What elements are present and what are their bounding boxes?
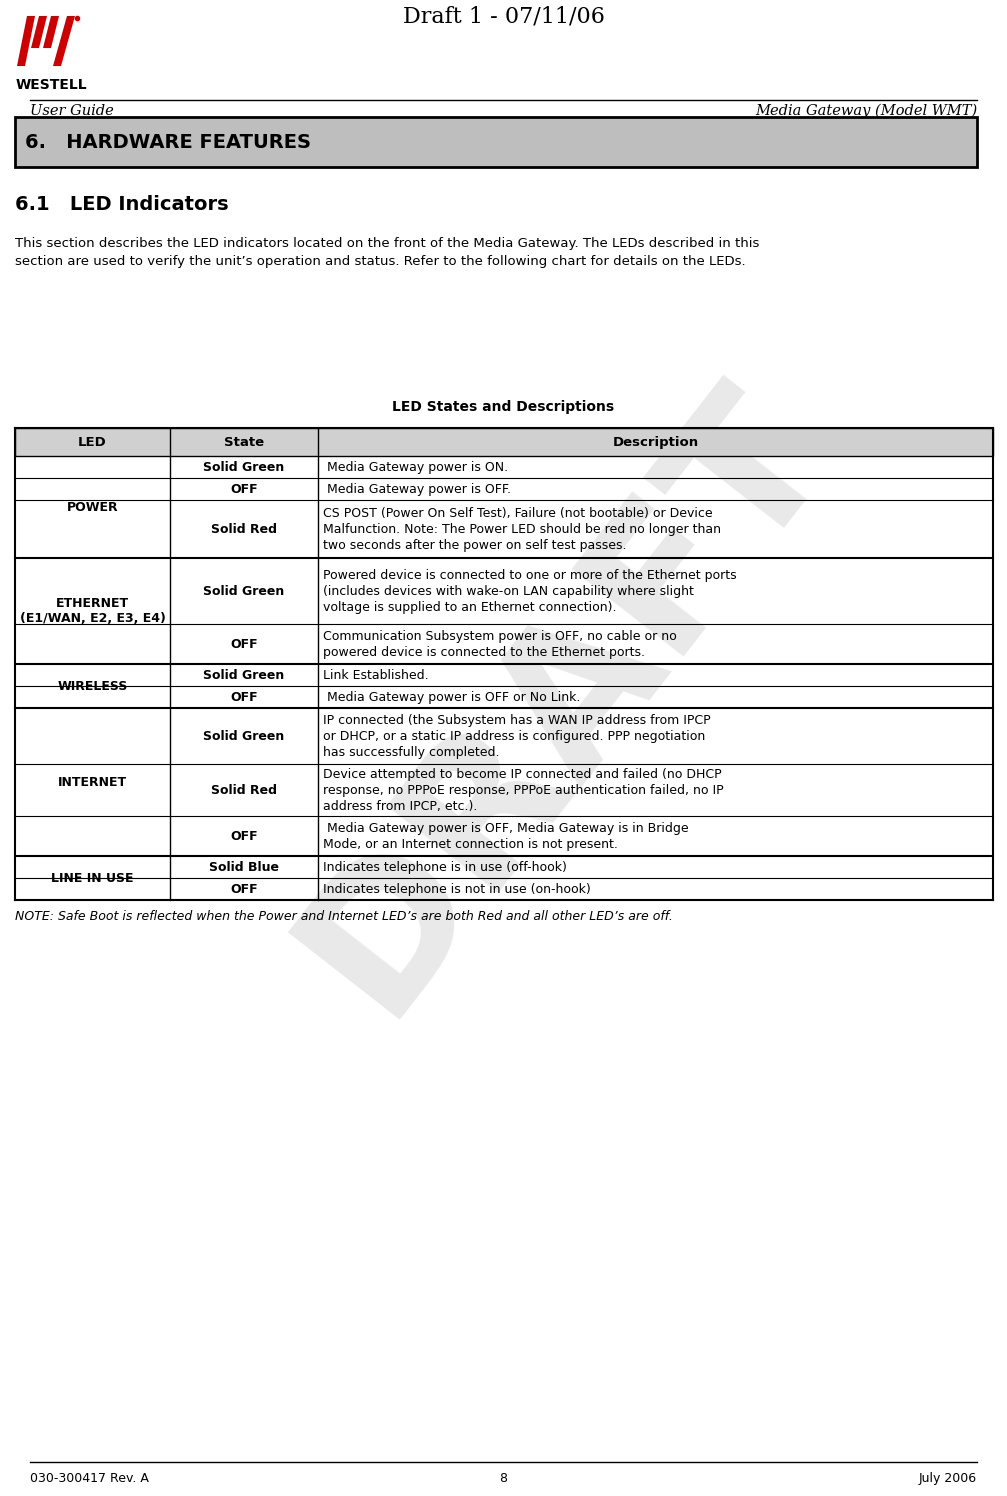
- Text: Media Gateway power is OFF.: Media Gateway power is OFF.: [323, 483, 511, 495]
- Text: This section describes the LED indicators located on the front of the Media Gate: This section describes the LED indicator…: [15, 236, 759, 250]
- Text: Media Gateway power is OFF, Media Gateway is in Bridge
Mode, or an Internet conn: Media Gateway power is OFF, Media Gatewa…: [323, 821, 689, 851]
- Text: Description: Description: [612, 435, 699, 449]
- Bar: [15, 428, 993, 456]
- Text: Solid Green: Solid Green: [203, 461, 285, 474]
- Text: Solid Green: Solid Green: [203, 585, 285, 597]
- Text: POWER: POWER: [66, 501, 118, 513]
- Text: Media Gateway power is OFF or No Link.: Media Gateway power is OFF or No Link.: [323, 691, 580, 703]
- Polygon shape: [17, 16, 35, 66]
- Text: Indicates telephone is not in use (on-hook): Indicates telephone is not in use (on-ho…: [323, 883, 591, 896]
- Text: DRAFT: DRAFT: [266, 356, 861, 1044]
- Text: Solid Green: Solid Green: [203, 669, 285, 682]
- Text: OFF: OFF: [231, 829, 258, 842]
- Text: Communication Subsystem power is OFF, no cable or no
powered device is connected: Communication Subsystem power is OFF, no…: [323, 630, 677, 658]
- Text: Solid Red: Solid Red: [211, 522, 277, 536]
- Text: Device attempted to become IP connected and failed (no DHCP
response, no PPPoE r: Device attempted to become IP connected …: [323, 767, 724, 812]
- Text: Powered device is connected to one or more of the Ethernet ports
(includes devic: Powered device is connected to one or mo…: [323, 568, 737, 613]
- Text: ETHERNET
(E1/WAN, E2, E3, E4): ETHERNET (E1/WAN, E2, E3, E4): [19, 597, 165, 625]
- Text: section are used to verify the unit’s operation and status. Refer to the followi: section are used to verify the unit’s op…: [15, 254, 745, 268]
- Polygon shape: [53, 16, 75, 66]
- Text: OFF: OFF: [231, 483, 258, 495]
- Polygon shape: [43, 16, 59, 48]
- Text: IP connected (the Subsystem has a WAN IP address from IPCP
or DHCP, or a static : IP connected (the Subsystem has a WAN IP…: [323, 714, 711, 758]
- Text: CS POST (Power On Self Test), Failure (not bootable) or Device
Malfunction. Note: CS POST (Power On Self Test), Failure (n…: [323, 507, 721, 552]
- Bar: [15, 117, 977, 168]
- Text: Media Gateway power is ON.: Media Gateway power is ON.: [323, 461, 509, 474]
- Text: 8: 8: [499, 1472, 508, 1486]
- Text: OFF: OFF: [231, 691, 258, 703]
- Text: Solid Red: Solid Red: [211, 784, 277, 796]
- Text: 030-300417 Rev. A: 030-300417 Rev. A: [30, 1472, 149, 1486]
- Text: Draft 1 - 07/11/06: Draft 1 - 07/11/06: [403, 4, 604, 27]
- Text: LED States and Descriptions: LED States and Descriptions: [393, 399, 614, 414]
- Text: 6.1   LED Indicators: 6.1 LED Indicators: [15, 194, 229, 214]
- Text: User Guide: User Guide: [30, 105, 114, 118]
- Text: LED: LED: [79, 435, 107, 449]
- Text: Indicates telephone is in use (off-hook): Indicates telephone is in use (off-hook): [323, 860, 567, 874]
- Text: WESTELL: WESTELL: [16, 78, 88, 91]
- Text: July 2006: July 2006: [918, 1472, 977, 1486]
- Text: 6.   HARDWARE FEATURES: 6. HARDWARE FEATURES: [25, 133, 311, 151]
- Text: State: State: [224, 435, 264, 449]
- Text: Solid Green: Solid Green: [203, 730, 285, 742]
- Text: INTERNET: INTERNET: [58, 775, 127, 788]
- Text: NOTE: Safe Boot is reflected when the Power and Internet LED’s are both Red and : NOTE: Safe Boot is reflected when the Po…: [15, 910, 673, 923]
- Text: Media Gateway (Model WMT): Media Gateway (Model WMT): [755, 105, 977, 118]
- Text: OFF: OFF: [231, 883, 258, 896]
- Text: WIRELESS: WIRELESS: [57, 679, 128, 693]
- Text: Solid Blue: Solid Blue: [209, 860, 279, 874]
- Text: LINE IN USE: LINE IN USE: [51, 872, 134, 884]
- Text: Link Established.: Link Established.: [323, 669, 429, 682]
- Polygon shape: [31, 16, 47, 48]
- Text: OFF: OFF: [231, 637, 258, 651]
